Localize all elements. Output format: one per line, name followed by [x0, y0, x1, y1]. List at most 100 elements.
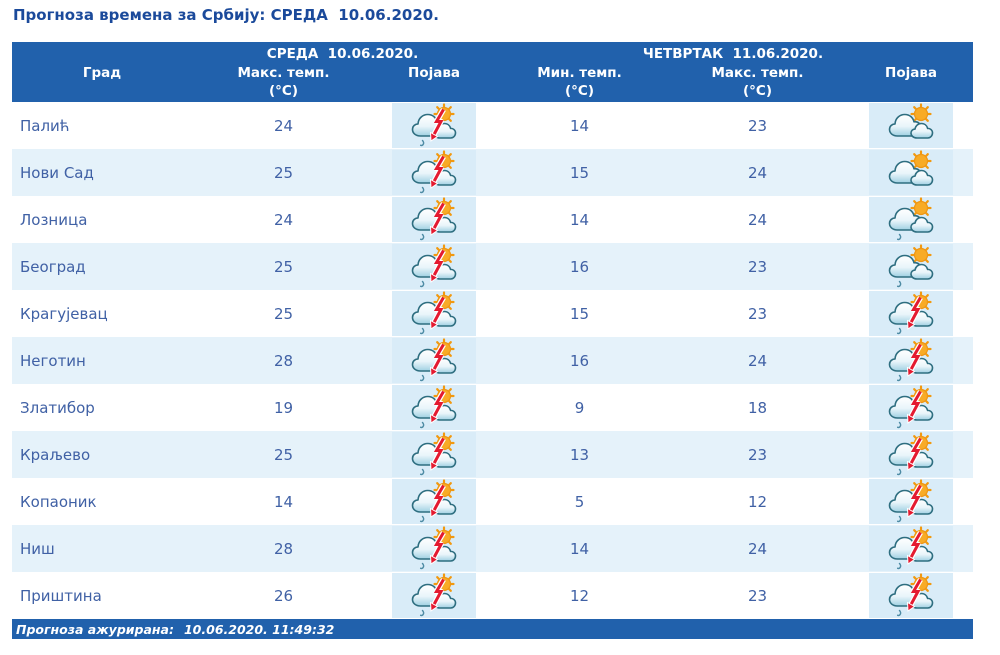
sun-cloud-storm-icon [869, 479, 953, 524]
wed-phenomenon-cell [375, 337, 493, 384]
col-header-wed-max-unit: (°C) [269, 82, 298, 99]
thu-phenomenon-cell [849, 431, 973, 478]
table-row: Нови Сад 25 15 24 [12, 149, 973, 196]
table-row: Ниш 28 14 24 [12, 525, 973, 572]
update-bar: Прогноза ажурирана: 10.06.2020. 11:49:32 [12, 619, 973, 639]
sun-cloud-storm-icon [392, 479, 476, 524]
table-row: Палић 24 14 23 [12, 102, 973, 149]
sun-cloud-storm-icon [869, 291, 953, 336]
wed-phenomenon-cell [375, 102, 493, 149]
thu-min-temp: 16 [569, 257, 590, 276]
city-name: Палић [20, 116, 70, 135]
table-row: Београд 25 16 23 [12, 243, 973, 290]
wed-phenomenon-cell [375, 196, 493, 243]
update-label: Прогноза ажурирана: [16, 621, 174, 637]
wed-max-temp: 25 [273, 304, 294, 323]
update-time: 10.06.2020. 11:49:32 [183, 621, 335, 637]
col-header-city: Град [82, 64, 122, 81]
table-row: Златибор 19 9 18 [12, 384, 973, 431]
wed-phenomenon-cell [375, 431, 493, 478]
day2-header: ЧЕТВРТАК 11.06.2020. [642, 46, 824, 62]
thu-phenomenon-cell [849, 102, 973, 149]
thu-phenomenon-cell [849, 384, 973, 431]
thu-min-temp: 16 [569, 351, 590, 370]
table-row: Копаоник 14 5 12 [12, 478, 973, 525]
wed-max-temp: 28 [273, 539, 294, 558]
thu-phenomenon-cell [849, 337, 973, 384]
thu-max-temp: 12 [747, 492, 768, 511]
wed-max-temp: 24 [273, 116, 294, 135]
thu-min-temp: 5 [574, 492, 585, 511]
thu-phenomenon-cell [849, 196, 973, 243]
wed-phenomenon-cell [375, 243, 493, 290]
wed-max-temp: 25 [273, 257, 294, 276]
thu-max-temp: 24 [747, 210, 768, 229]
thu-max-temp: 24 [747, 351, 768, 370]
wed-phenomenon-cell [375, 384, 493, 431]
thu-max-temp: 23 [747, 304, 768, 323]
sun-cloud-rain-icon [869, 197, 953, 242]
sun-cloud-storm-icon [392, 244, 476, 289]
sun-cloud-storm-icon [392, 150, 476, 195]
sun-cloud-storm-icon [392, 573, 476, 618]
wed-phenomenon-cell [375, 525, 493, 572]
day1-header: СРЕДА 10.06.2020. [266, 46, 419, 62]
sun-cloud-storm-icon [869, 338, 953, 383]
city-name: Нови Сад [20, 163, 94, 182]
col-header-wed-phenomenon: Појава [408, 64, 460, 81]
col-header-thu-min-unit: (°C) [565, 82, 594, 99]
thu-max-temp: 23 [747, 445, 768, 464]
table-row: Крагујевац 25 15 23 [12, 290, 973, 337]
city-name: Златибор [20, 398, 95, 417]
col-header-thu-phenomenon: Појава [885, 64, 937, 81]
table-body: Палић 24 14 23 Нови Сад 25 15 24 Лозница… [12, 102, 973, 619]
thu-max-temp: 23 [747, 116, 768, 135]
wed-max-temp: 24 [273, 210, 294, 229]
wed-phenomenon-cell [375, 290, 493, 337]
thu-max-temp: 23 [747, 586, 768, 605]
partly-cloudy-icon [869, 103, 953, 148]
sun-cloud-storm-icon [392, 432, 476, 477]
thu-min-temp: 9 [574, 398, 585, 417]
thu-phenomenon-cell [849, 149, 973, 196]
wed-phenomenon-cell [375, 149, 493, 196]
city-name: Приштина [20, 586, 102, 605]
city-name: Краљево [20, 445, 91, 464]
table-row: Неготин 28 16 24 [12, 337, 973, 384]
sun-cloud-storm-icon [392, 526, 476, 571]
sun-cloud-storm-icon [392, 197, 476, 242]
sun-cloud-storm-icon [392, 385, 476, 430]
page-title: Прогноза времена за Србију: СРЕДА 10.06.… [13, 6, 439, 24]
sun-cloud-storm-icon [392, 103, 476, 148]
sun-cloud-storm-icon [869, 526, 953, 571]
sun-cloud-storm-icon [869, 573, 953, 618]
col-header-thu-max-unit: (°C) [743, 82, 772, 99]
thu-min-temp: 15 [569, 163, 590, 182]
thu-min-temp: 15 [569, 304, 590, 323]
thu-max-temp: 23 [747, 257, 768, 276]
table-row: Приштина 26 12 23 [12, 572, 973, 619]
wed-max-temp: 28 [273, 351, 294, 370]
thu-min-temp: 14 [569, 210, 590, 229]
thu-phenomenon-cell [849, 572, 973, 619]
thu-phenomenon-cell [849, 243, 973, 290]
col-header-wed-max-temp: Макс. темп. [237, 64, 330, 81]
partly-cloudy-icon [869, 150, 953, 195]
sun-cloud-rain-icon [869, 244, 953, 289]
wed-max-temp: 25 [273, 445, 294, 464]
city-name: Крагујевац [20, 304, 108, 323]
thu-phenomenon-cell [849, 478, 973, 525]
thu-max-temp: 24 [747, 163, 768, 182]
table-row: Лозница 24 14 24 [12, 196, 973, 243]
thu-phenomenon-cell [849, 525, 973, 572]
city-name: Београд [20, 257, 86, 276]
wed-phenomenon-cell [375, 478, 493, 525]
col-header-thu-min-temp: Мин. темп. [537, 64, 622, 81]
table-header: СРЕДА 10.06.2020. ЧЕТВРТАК 11.06.2020. Г… [12, 42, 973, 102]
sun-cloud-storm-icon [869, 432, 953, 477]
thu-max-temp: 24 [747, 539, 768, 558]
thu-min-temp: 14 [569, 539, 590, 558]
sun-cloud-storm-icon [869, 385, 953, 430]
sun-cloud-storm-icon [392, 338, 476, 383]
